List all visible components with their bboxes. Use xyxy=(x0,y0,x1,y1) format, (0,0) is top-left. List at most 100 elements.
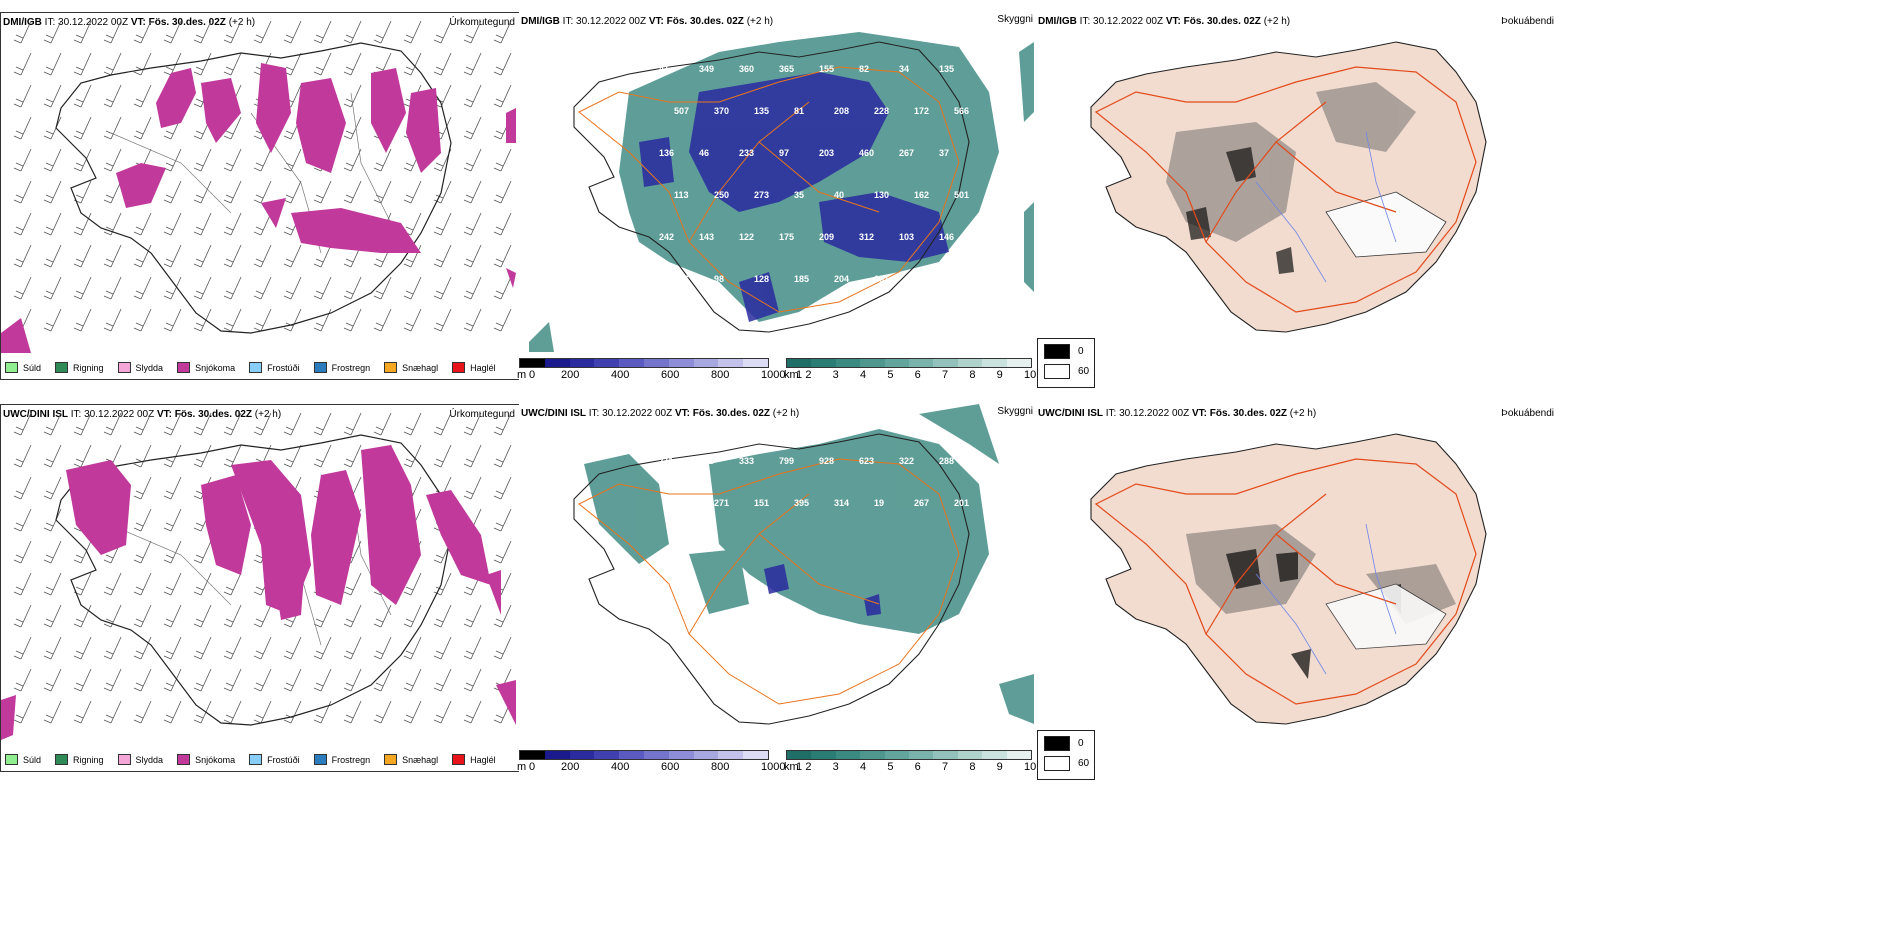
scale-tick: 200 xyxy=(561,369,580,381)
wind-barb xyxy=(73,668,92,692)
legend-swatch xyxy=(5,754,18,765)
fog-map xyxy=(1090,433,1487,725)
legend-swatch xyxy=(177,754,191,765)
scale-swatch xyxy=(643,359,669,367)
wind-barb xyxy=(133,412,152,436)
wind-barb xyxy=(493,148,512,172)
iceland-outline xyxy=(55,434,452,726)
panel-header: DMI/IGB IT: 30.12.2022 00Z VT: Fös. 30.d… xyxy=(1038,16,1291,27)
wind-barb xyxy=(433,52,452,76)
legend-item: Frostúði xyxy=(249,754,300,765)
cloud-base-label: 35 xyxy=(794,190,804,200)
wind-barb xyxy=(403,52,422,76)
wind-barb xyxy=(493,444,512,468)
scale-swatch xyxy=(520,359,545,367)
wind-barb xyxy=(133,604,152,628)
cloud-base-label: 312 xyxy=(859,232,874,242)
legend-item: Súld xyxy=(5,754,41,765)
wind-barb xyxy=(13,668,32,692)
cloud-base-label: 208 xyxy=(834,106,849,116)
legend-item: Frostúði xyxy=(249,362,300,373)
scale-tick: 4 xyxy=(859,369,867,381)
cloud-base-label: 175 xyxy=(779,232,794,242)
cloud-base-label: 37 xyxy=(939,148,949,158)
scale-swatch xyxy=(787,751,812,759)
wind-barb xyxy=(463,668,482,692)
wind-barb xyxy=(283,444,302,468)
fog-swatch xyxy=(1044,736,1070,751)
wind-barb xyxy=(253,180,272,204)
scale-tick: 6 xyxy=(914,369,921,381)
wind-barb xyxy=(103,636,122,660)
wind-barb xyxy=(133,476,152,500)
wind-barb xyxy=(283,20,302,44)
cloud-base-label: 623 xyxy=(859,456,874,466)
wind-barb xyxy=(163,276,182,300)
wind-barb xyxy=(133,244,152,268)
scale-swatch xyxy=(884,751,910,759)
scale-swatch xyxy=(544,359,570,367)
wind-barb xyxy=(343,308,362,332)
wind-barb xyxy=(223,180,242,204)
scale-swatch xyxy=(1006,751,1032,759)
wind-barb xyxy=(163,20,182,44)
wind-barb xyxy=(13,180,32,204)
wind-barb xyxy=(43,308,62,332)
fog-swatch xyxy=(1044,756,1070,771)
wind-barb xyxy=(463,180,482,204)
cloud-base-label: 201 xyxy=(954,498,969,508)
cloud-base-label: 40 xyxy=(834,190,844,200)
wind-barb xyxy=(193,668,212,692)
panel-header: UWC/DINI ISL IT: 30.12.2022 00Z VT: Fös.… xyxy=(521,408,800,419)
iceland-outline xyxy=(55,42,452,334)
wind-barb xyxy=(133,52,152,76)
scale-swatch xyxy=(957,751,983,759)
wind-barb xyxy=(223,276,242,300)
wind-barb xyxy=(73,604,92,628)
wind-barb xyxy=(343,444,362,468)
cloud-base-label: 250 xyxy=(714,190,729,200)
cloud-base-label: 126 xyxy=(674,274,689,284)
legend-swatch xyxy=(313,754,327,765)
legend-swatch xyxy=(384,754,398,765)
wind-barb xyxy=(493,508,512,532)
wind-barb xyxy=(43,540,62,564)
wind-barb xyxy=(133,668,152,692)
wind-barb xyxy=(73,444,92,468)
wind-barb xyxy=(493,636,512,660)
scale-tick: 9 xyxy=(996,369,1003,381)
scale-tick: 600 xyxy=(661,761,680,773)
scale-unit: km xyxy=(784,761,799,773)
scale-swatch xyxy=(933,359,958,367)
wind-barb xyxy=(193,444,212,468)
scale-swatch xyxy=(544,751,570,759)
wind-barb xyxy=(193,700,212,724)
wind-barb xyxy=(43,180,62,204)
cloud-base-label: 209 xyxy=(819,232,834,242)
wind-barb xyxy=(193,180,212,204)
scale-swatch xyxy=(811,751,836,759)
wind-barb xyxy=(493,276,512,300)
wind-barb xyxy=(223,212,242,236)
precip-panel-row2: UWC/DINI ISL IT: 30.12.2022 00Z VT: Fös.… xyxy=(0,404,520,772)
wind-barb xyxy=(313,52,332,76)
wind-barb xyxy=(133,116,152,140)
legend-swatch xyxy=(384,362,398,373)
rivers xyxy=(1255,131,1397,283)
wind-barb xyxy=(43,148,62,172)
cloud-base-label: 97 xyxy=(779,148,789,158)
cloud-base-label: 27 xyxy=(659,316,669,326)
cloud-base-label: 135 xyxy=(939,64,954,74)
legend-swatch xyxy=(313,362,327,373)
precip-legend: Súld Rigning Slydda Snjókoma Frostúði Frostre… xyxy=(5,362,496,373)
panel-title: Úrkomutegund xyxy=(449,17,515,28)
wind-barb xyxy=(283,636,302,660)
wind-barb xyxy=(313,276,332,300)
cloud-base-label: 365 xyxy=(779,64,794,74)
scale-swatch xyxy=(860,751,885,759)
wind-barb xyxy=(223,668,242,692)
wind-barb xyxy=(103,20,122,44)
fog-swatch xyxy=(1044,364,1070,379)
wind-barb xyxy=(343,276,362,300)
wind-barb xyxy=(193,636,212,660)
